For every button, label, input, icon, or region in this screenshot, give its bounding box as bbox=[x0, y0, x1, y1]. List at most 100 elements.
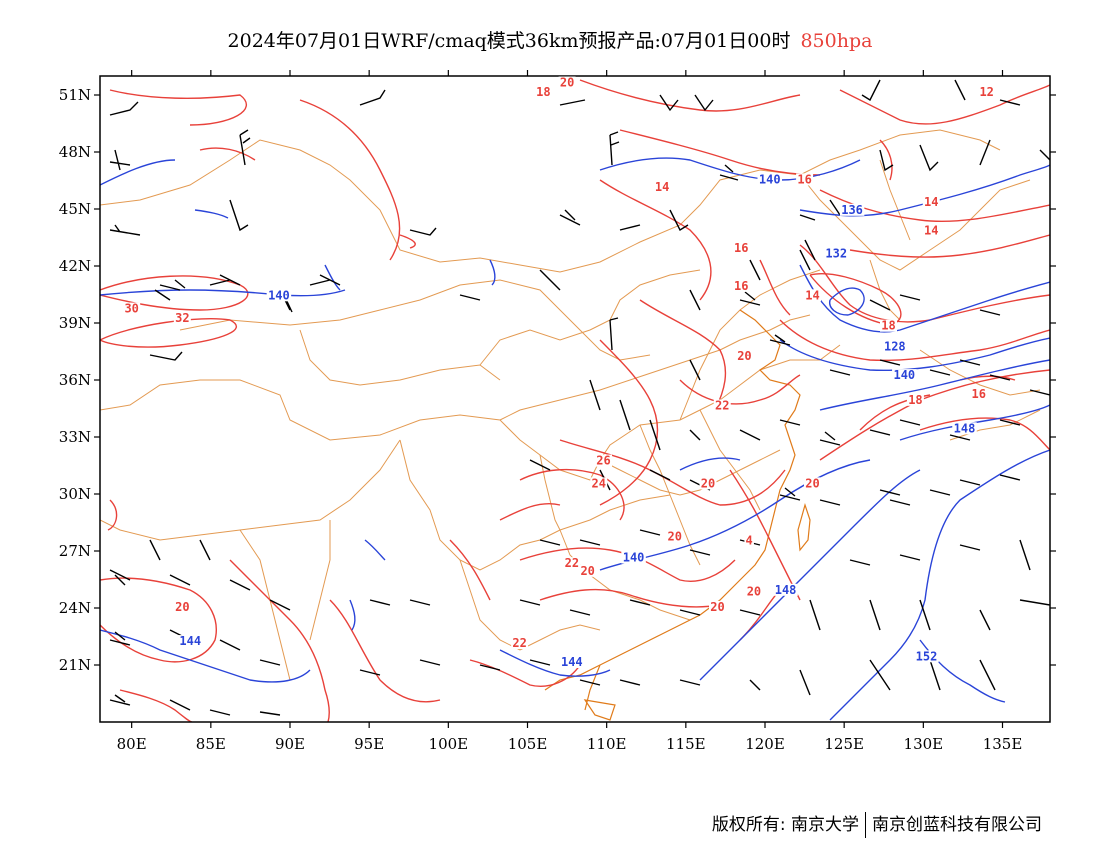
temperature-label: 14 bbox=[924, 195, 938, 209]
lon-label: 115E bbox=[666, 735, 706, 753]
contour-labels: 20 18 12 14 16 14 14 16 16 14 18 30 32 20 18 16 22 26 24 20… bbox=[123, 76, 996, 669]
lon-label: 110E bbox=[587, 735, 627, 753]
height-label-bg bbox=[824, 247, 849, 260]
temperature-label: 16 bbox=[797, 172, 811, 186]
lat-label: 48N bbox=[59, 143, 91, 161]
temperature-label-bg bbox=[732, 241, 750, 254]
map-title: 2024年07月01日WRF/cmaq模式36km预报产品:07月01日00时 8… bbox=[0, 26, 1100, 53]
temperature-label: 20 bbox=[805, 476, 819, 490]
height-label-bg bbox=[621, 551, 646, 564]
height-label: 144 bbox=[179, 634, 201, 648]
footer-separator bbox=[865, 812, 866, 838]
longitude-axis: 80E 85E 90E 95E 100E 105E 110E 115E 120E 125E 130E… bbox=[117, 70, 1023, 753]
temperature-label: 22 bbox=[715, 399, 729, 413]
temperature-label: 20 bbox=[175, 600, 189, 614]
lat-label: 42N bbox=[59, 257, 91, 275]
temperature-label-bg bbox=[709, 600, 726, 613]
height-label: 144 bbox=[561, 655, 583, 669]
height-label: 140 bbox=[893, 368, 915, 382]
plot-frame bbox=[99, 75, 1051, 723]
title-main: 2024年07月01日WRF/cmaq模式36km预报产品:07月01日00时 bbox=[227, 30, 791, 52]
height-label: 152 bbox=[916, 649, 938, 663]
lat-label: 39N bbox=[59, 314, 91, 332]
height-label-bg bbox=[559, 656, 585, 668]
height-label-bg bbox=[952, 422, 977, 435]
lat-label: 30N bbox=[59, 485, 91, 503]
temperature-contours bbox=[100, 79, 1050, 722]
height-label: 132 bbox=[825, 247, 847, 261]
temperature-label-bg bbox=[563, 557, 581, 570]
temperature-label-bg bbox=[653, 181, 671, 193]
temperature-label-bg bbox=[970, 388, 988, 401]
temperature-label-bg bbox=[534, 86, 552, 98]
lat-label: 36N bbox=[59, 371, 91, 389]
lat-label: 45N bbox=[59, 200, 91, 218]
height-label: 148 bbox=[954, 421, 976, 435]
temperature-label-bg bbox=[978, 86, 996, 98]
temperature-label: 20 bbox=[737, 349, 751, 363]
temperature-label: 20 bbox=[580, 564, 594, 578]
company-text: 南京创蓝科技有限公司 bbox=[872, 815, 1042, 835]
temperature-label-bg bbox=[511, 637, 529, 649]
height-label-bg bbox=[914, 650, 939, 663]
height-label: 128 bbox=[884, 340, 906, 354]
lat-label: 24N bbox=[59, 599, 91, 617]
temperature-label: 32 bbox=[175, 311, 189, 325]
height-label-bg bbox=[757, 173, 782, 186]
temperature-label: 24 bbox=[592, 476, 606, 490]
temperature-label-bg bbox=[804, 289, 821, 302]
height-label-bg bbox=[892, 369, 917, 382]
temperature-label-bg bbox=[173, 600, 191, 613]
lon-label: 135E bbox=[983, 735, 1023, 753]
temperature-label-bg bbox=[590, 477, 608, 490]
temperature-label-bg bbox=[558, 76, 576, 89]
temperature-label-bg bbox=[796, 173, 814, 186]
temperature-label: 14 bbox=[805, 288, 819, 302]
temperature-label: 16 bbox=[734, 279, 748, 293]
temperature-label-bg bbox=[699, 477, 717, 490]
temperature-label: 22 bbox=[565, 556, 579, 570]
lat-label: 51N bbox=[59, 86, 91, 104]
temperature-label: 20 bbox=[701, 476, 715, 490]
temperature-label: 20 bbox=[668, 530, 682, 544]
temperature-label: 18 bbox=[881, 319, 895, 333]
title-level: 850hpa bbox=[800, 30, 873, 52]
temperature-label: 16 bbox=[972, 387, 986, 401]
temperature-label: 16 bbox=[734, 241, 748, 255]
temperature-label-bg bbox=[595, 454, 612, 467]
temperature-label-bg bbox=[735, 350, 753, 363]
lon-label: 95E bbox=[354, 735, 384, 753]
temperature-label: 20 bbox=[747, 585, 761, 599]
temperature-label: 14 bbox=[655, 180, 669, 194]
temperature-label-bg bbox=[732, 279, 750, 292]
footer-credit: 版权所有: 南京大学 南京创蓝科技有限公司 bbox=[712, 810, 1042, 838]
lon-label: 80E bbox=[117, 735, 147, 753]
height-label-bg bbox=[178, 635, 203, 648]
temperature-label: 12 bbox=[979, 85, 993, 99]
border-lines bbox=[100, 129, 1041, 681]
lon-label: 130E bbox=[904, 735, 944, 753]
lon-label: 125E bbox=[824, 735, 864, 753]
height-label: 140 bbox=[623, 551, 645, 565]
height-label-bg bbox=[266, 289, 292, 302]
height-label-bg bbox=[839, 203, 865, 216]
height-label: 148 bbox=[775, 583, 797, 597]
temperature-label-bg bbox=[804, 477, 821, 490]
temperature-label-bg bbox=[123, 302, 141, 315]
lon-label: 85E bbox=[196, 735, 226, 753]
temperature-label-bg bbox=[880, 319, 897, 332]
lat-label: 27N bbox=[59, 542, 91, 560]
height-label-bg bbox=[773, 583, 798, 596]
temperature-label-bg bbox=[744, 534, 754, 547]
copyright-text: 版权所有: 南京大学 bbox=[711, 815, 859, 835]
temperature-label: 26 bbox=[596, 454, 610, 468]
temperature-label-bg bbox=[922, 196, 940, 209]
temperature-label-bg bbox=[666, 530, 684, 543]
height-label: 136 bbox=[841, 203, 863, 217]
temperature-label-bg bbox=[745, 585, 763, 598]
temperature-label-bg bbox=[713, 399, 731, 412]
temperature-label: 18 bbox=[536, 85, 550, 99]
lon-label: 120E bbox=[745, 735, 785, 753]
temperature-label: 20 bbox=[560, 76, 574, 90]
